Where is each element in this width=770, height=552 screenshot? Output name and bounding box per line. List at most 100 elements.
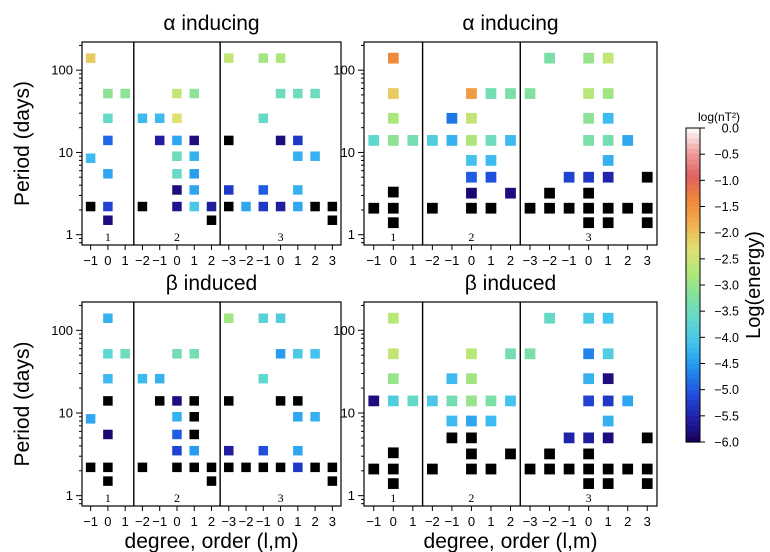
data-cell	[446, 415, 458, 427]
data-cell	[172, 201, 182, 212]
data-cell	[583, 52, 595, 64]
data-cell	[189, 185, 199, 195]
data-cell	[583, 373, 595, 385]
data-cell	[505, 187, 516, 199]
colorbar-segment	[686, 211, 700, 218]
x-tick-label: 0	[390, 514, 397, 529]
data-cell	[103, 373, 113, 384]
data-cell	[310, 201, 320, 212]
colorbar-segment	[686, 164, 700, 171]
colorbar-segment	[686, 190, 700, 197]
colorbar-segment	[686, 243, 700, 249]
x-tick-label: −1	[83, 253, 98, 268]
data-cell	[293, 201, 303, 212]
colorbar-tick-label: −2.0	[714, 226, 739, 240]
x-tick-label: −1	[562, 514, 577, 529]
colorbar-segment	[686, 436, 700, 443]
x-tick-label: 0	[468, 253, 475, 268]
data-cell	[172, 185, 182, 195]
colorbar-segment	[686, 421, 700, 427]
data-cell	[466, 373, 477, 385]
colorbar-segment	[686, 196, 700, 202]
data-cell	[602, 202, 614, 214]
data-cell	[172, 412, 182, 422]
data-cell	[275, 313, 286, 323]
x-tick-label: −2	[425, 514, 440, 529]
x-tick-label: −1	[444, 514, 459, 529]
y-tick-label: 100	[333, 63, 355, 78]
data-cell	[544, 202, 555, 214]
y-tick-label: 10	[341, 405, 355, 420]
x-tick-label: −3	[221, 514, 236, 529]
x-tick-label: 2	[507, 253, 514, 268]
colorbar-tick-label: −4.0	[714, 331, 739, 345]
data-cell	[189, 169, 199, 179]
colorbar-segment	[686, 264, 700, 270]
data-cell	[224, 135, 234, 146]
y-axis-label: Period (days)	[11, 81, 34, 206]
data-cell	[258, 462, 269, 473]
colorbar-unit: log(nT²)	[698, 110, 740, 124]
x-tick-label: −2	[239, 514, 254, 529]
x-tick-label: 2	[624, 253, 631, 268]
data-cell	[485, 415, 497, 427]
data-cell	[224, 396, 234, 406]
x-tick-label: 1	[487, 514, 494, 529]
data-cell	[103, 113, 113, 124]
data-cell	[466, 448, 477, 460]
data-cell	[206, 201, 217, 212]
x-tick-label: 2	[311, 253, 318, 268]
data-cell	[544, 448, 555, 460]
colorbar-segment	[686, 279, 700, 286]
data-cell	[602, 52, 614, 64]
data-cell	[466, 135, 477, 146]
colorbar-segment	[686, 363, 700, 370]
panel-title: α inducing	[163, 12, 259, 35]
data-cell	[641, 432, 653, 444]
colorbar-tick-label: −3.5	[714, 305, 739, 319]
colorbar-label: Log(energy)	[743, 231, 765, 339]
data-cell	[224, 185, 234, 195]
data-cell	[137, 201, 148, 212]
data-cell	[189, 445, 199, 456]
degree-label: 1	[105, 491, 111, 505]
data-cell	[137, 373, 148, 384]
data-cell	[224, 313, 234, 323]
data-cell	[641, 202, 653, 214]
x-tick-label: −2	[239, 253, 254, 268]
colorbar-segment	[686, 353, 700, 359]
data-cell	[426, 202, 438, 214]
data-cell	[172, 396, 182, 406]
data-cell	[293, 445, 303, 456]
data-cell	[387, 88, 399, 99]
x-tick-label: −1	[366, 253, 381, 268]
data-cell	[426, 395, 438, 407]
data-cell	[293, 151, 303, 161]
data-cell	[310, 412, 320, 422]
colorbar-segment	[686, 232, 700, 239]
colorbar-segment	[686, 180, 700, 187]
data-cell	[602, 395, 614, 407]
x-tick-label: 3	[644, 514, 651, 529]
data-cell	[241, 462, 251, 473]
data-cell	[224, 53, 234, 63]
colorbar-segment	[686, 133, 700, 140]
data-cell	[154, 113, 165, 124]
data-cell	[224, 445, 234, 456]
colorbar-segment	[686, 128, 700, 134]
x-tick-label: −1	[256, 253, 271, 268]
data-cell	[602, 155, 614, 166]
colorbar: 0.0 −0.5 −1.0 −1.5 −2.0 −2.5 −3.0 −3.5 −4.0 −4.5 −…	[685, 110, 765, 450]
x-tick-label: −2	[425, 253, 440, 268]
data-cell	[524, 202, 536, 214]
x-tick-label: 2	[208, 514, 215, 529]
data-cell	[327, 215, 338, 225]
colorbar-segment	[686, 185, 700, 192]
degree-label: 2	[468, 230, 474, 244]
degree-label: 1	[390, 491, 396, 505]
data-cell	[446, 373, 458, 385]
data-cell	[103, 396, 113, 406]
data-cell	[103, 476, 113, 486]
